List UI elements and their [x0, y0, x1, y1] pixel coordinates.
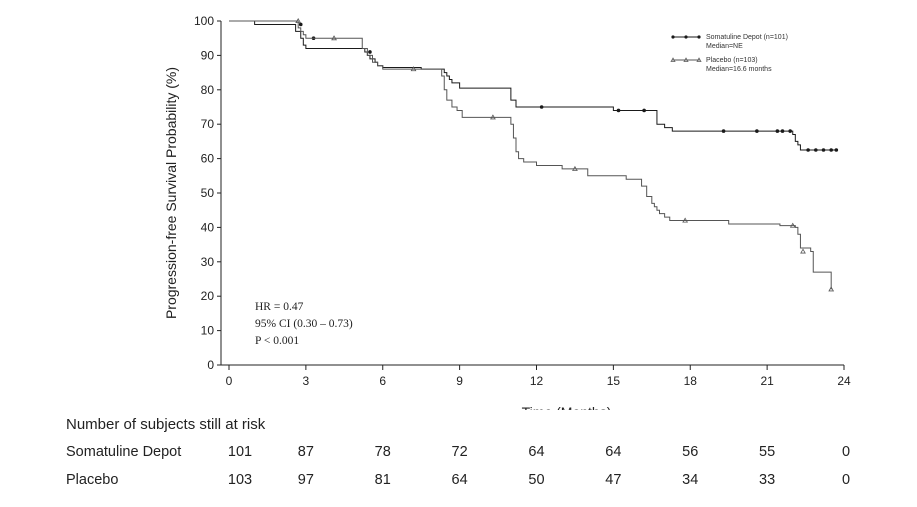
y-tick-label: 40 [201, 220, 215, 234]
risk-cell: 0 [841, 444, 851, 460]
risk-cell: 72 [451, 444, 468, 460]
y-tick-label: 60 [201, 152, 215, 166]
x-tick-label: 9 [456, 374, 463, 388]
x-tick-label: 0 [226, 374, 233, 388]
legend-entry-median: Median=16.6 months [706, 66, 772, 73]
risk-cell: 78 [374, 444, 391, 460]
axes: 0 10 20 30 40 50 60 70 80 90 100 0 3 6 9 12 15 18 21 24 Prog… [163, 14, 851, 410]
risk-cell: 47 [605, 472, 622, 488]
censor-marker-dot [755, 129, 759, 133]
censor-marker-triangle [490, 114, 496, 120]
y-tick-label: 20 [201, 289, 215, 303]
censor-marker-dot [829, 148, 833, 152]
risk-cell: 0 [841, 472, 851, 488]
series-line-1 [229, 20, 837, 151]
censor-marker-dot [788, 129, 792, 133]
risk-table-title: Number of subjects still at risk [66, 416, 266, 433]
censor-marker-triangle [295, 18, 302, 23]
risk-cell: 64 [605, 444, 622, 460]
risk-cell: 64 [451, 472, 468, 488]
censor-marker-triangle [572, 165, 578, 171]
x-axis-label: Time (Months) [522, 404, 612, 410]
y-tick-label: 100 [194, 14, 214, 28]
risk-cell: 56 [682, 444, 699, 460]
censor-marker-dot [806, 148, 810, 152]
risk-cell: 103 [227, 472, 253, 488]
x-tick-label: 18 [684, 374, 698, 388]
risk-cell: 50 [528, 472, 545, 488]
legend-marker-dot [697, 35, 701, 39]
censor-marker-triangle [789, 222, 796, 228]
censor-marker-dot [298, 22, 303, 27]
y-tick-label: 50 [201, 186, 215, 200]
risk-cell: 81 [374, 472, 391, 488]
y-tick-label: 0 [207, 358, 214, 372]
legend-entry-name: Somatuline Depot (n=101) [706, 34, 788, 41]
x-tick-label: 3 [303, 374, 310, 388]
censor-marker-triangle [800, 248, 806, 254]
legend-marker-triangle [683, 57, 689, 62]
censor-marker-dot [368, 50, 372, 54]
censor-marker-dot [821, 148, 826, 152]
risk-cell: 64 [528, 444, 545, 460]
legend-entry-name: Placebo (n=103) [706, 57, 758, 64]
y-axis-label: Progression-free Survival Probability (%… [163, 67, 179, 319]
x-tick-label: 24 [837, 374, 851, 388]
risk-cell: 33 [759, 472, 776, 488]
stat-line: 95% CI (0.30 – 0.73) [255, 318, 353, 330]
censor-marker-dot [814, 148, 818, 152]
survival-curves [229, 18, 839, 292]
y-tick-label: 90 [201, 48, 215, 62]
statistics-annotation: HR = 0.47 95% CI (0.30 – 0.73) P < 0.001 [255, 301, 353, 347]
risk-cell: 55 [759, 444, 776, 460]
legend: Somatuline Depot (n=101) Median=NE Placebo… [670, 34, 788, 73]
y-tick-label: 80 [201, 83, 215, 97]
risk-cell: 34 [682, 472, 699, 488]
x-tick-label: 6 [379, 374, 386, 388]
censor-marker-dot [834, 148, 839, 152]
x-tick-label: 12 [530, 374, 544, 388]
stat-line: HR = 0.47 [255, 301, 304, 313]
risk-cell: 97 [297, 472, 314, 488]
x-tick-label: 15 [607, 374, 621, 388]
y-tick-label: 30 [201, 255, 215, 269]
censor-marker-dot [775, 129, 780, 133]
legend-marker-triangle [696, 57, 702, 62]
risk-row-label: Somatuline Depot [66, 444, 182, 460]
censor-marker-triangle [410, 66, 417, 72]
y-tick-label: 70 [201, 117, 215, 131]
risk-cell: 101 [227, 444, 253, 460]
censor-marker-dot [780, 129, 785, 133]
legend-marker-triangle [670, 57, 676, 62]
censor-marker-triangle [828, 286, 835, 292]
risk-row-label: Placebo [66, 472, 119, 488]
x-tick-label: 21 [760, 374, 774, 388]
censor-marker-dot [539, 105, 544, 109]
censor-marker-dot [721, 129, 726, 133]
legend-entry-median: Median=NE [706, 43, 743, 50]
censor-marker-dot [642, 108, 646, 113]
censor-marker-dot [616, 108, 621, 113]
y-tick-label: 10 [201, 324, 215, 338]
censor-marker-triangle [682, 217, 689, 223]
censor-marker-triangle [331, 35, 337, 41]
stat-line: P < 0.001 [255, 335, 299, 347]
km-chart: 0 10 20 30 40 50 60 70 80 90 100 0 3 6 9 12 15 18 21 24 Prog… [163, 14, 851, 410]
risk-cell: 87 [297, 444, 314, 460]
series-line-2 [229, 20, 832, 290]
legend-marker-dot [684, 35, 688, 39]
legend-marker-dot [671, 35, 675, 39]
